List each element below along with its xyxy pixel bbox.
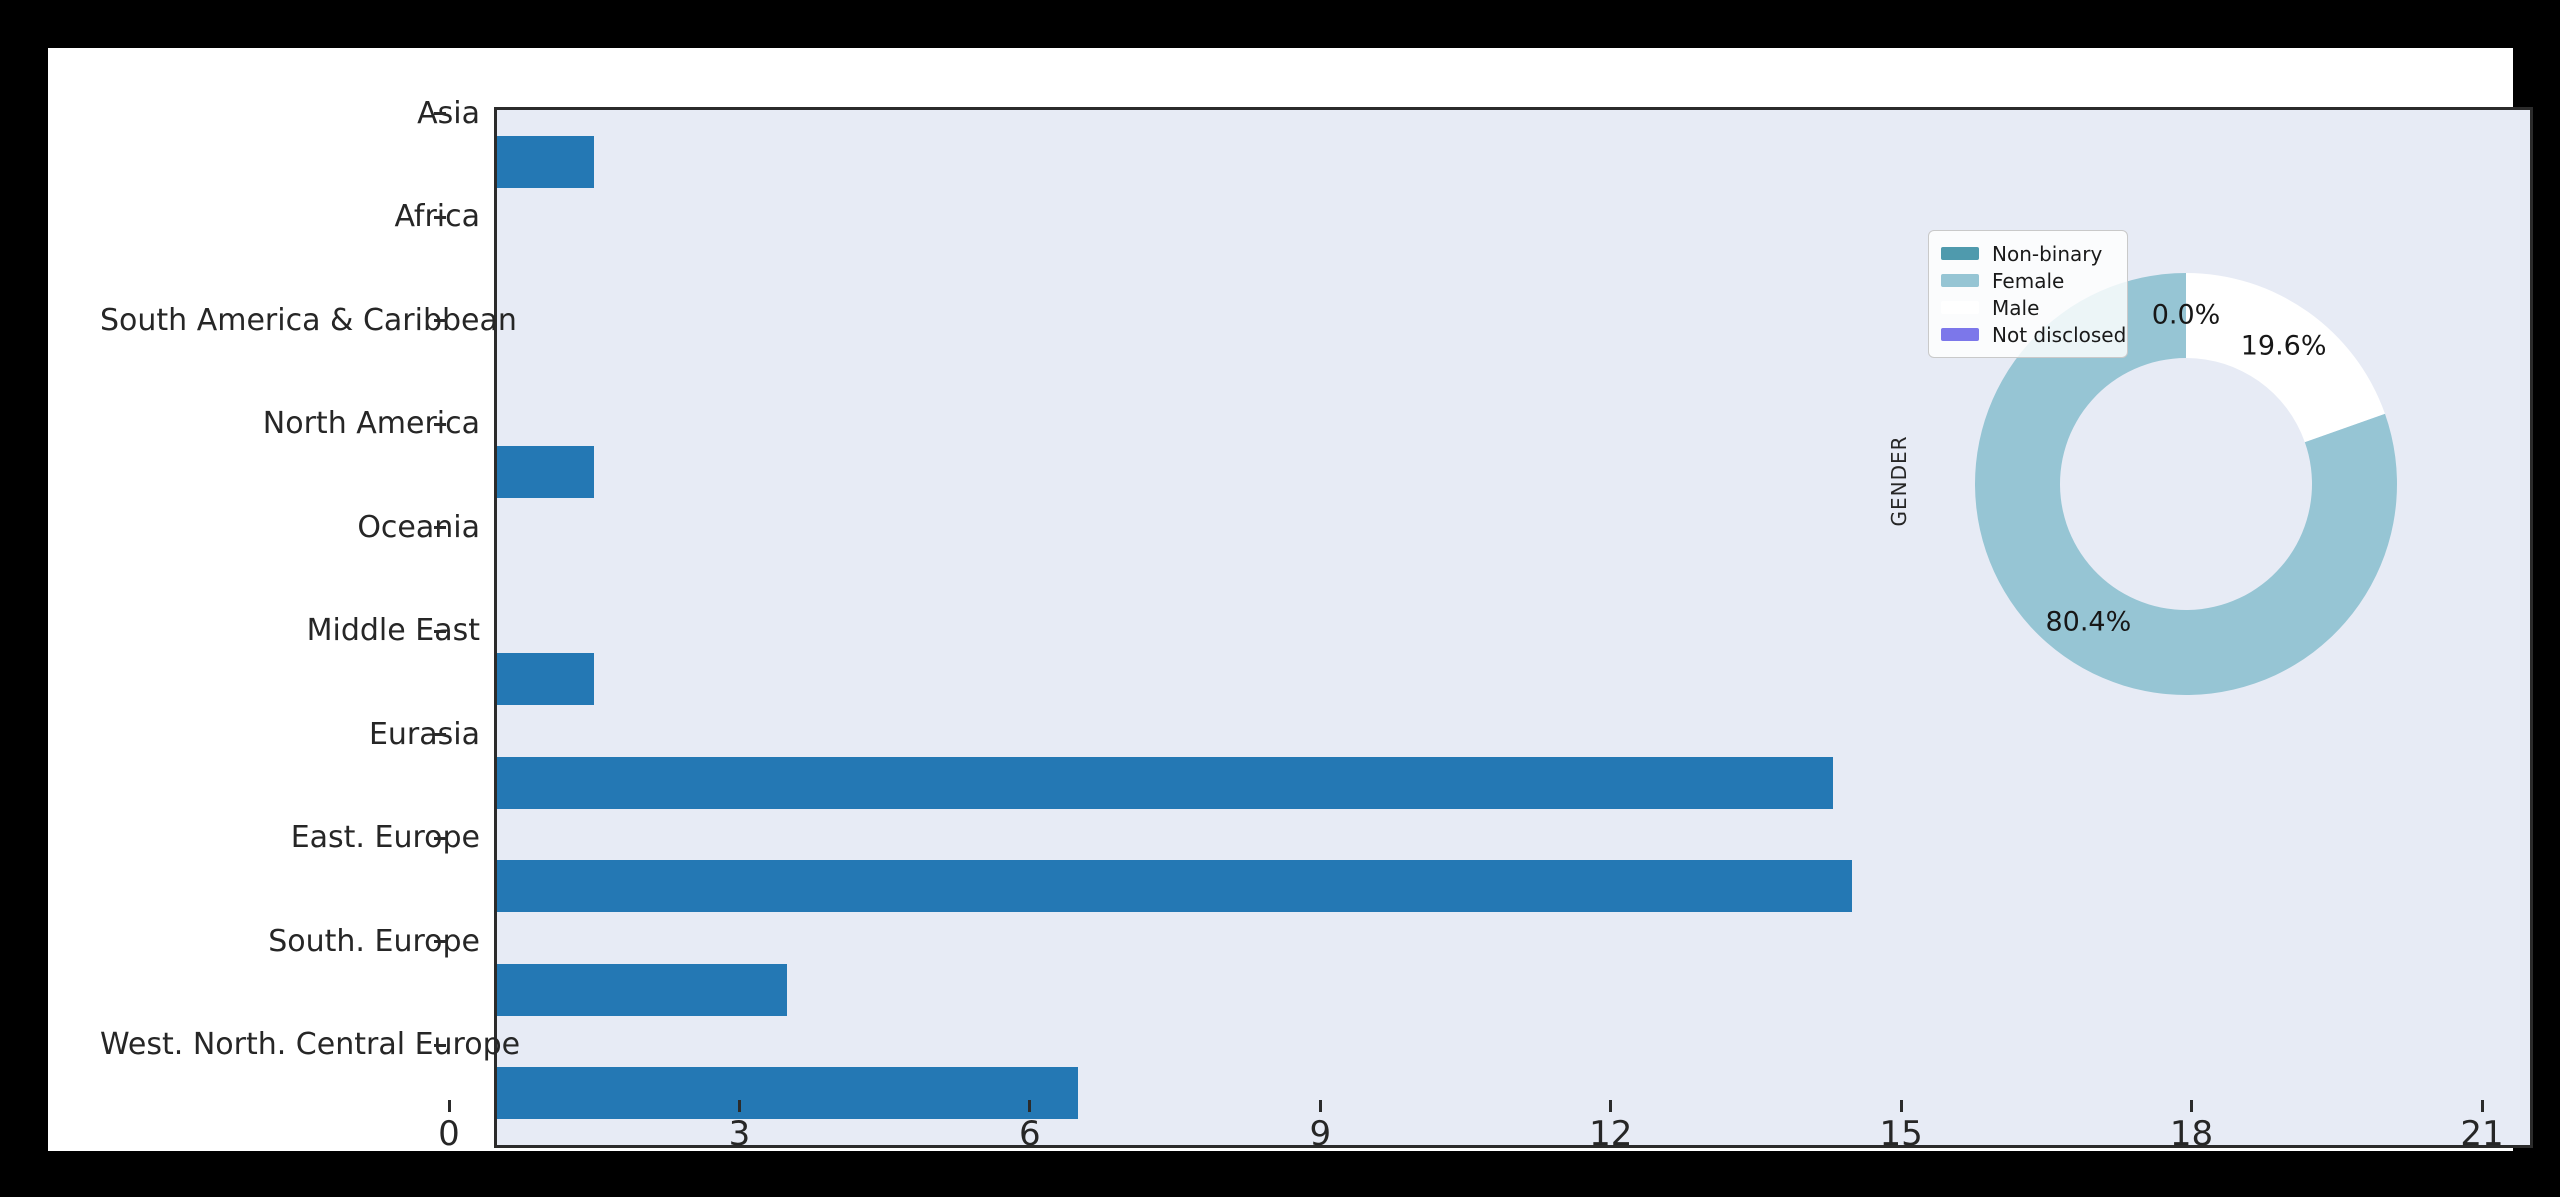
- donut-percentage-label: 80.4%: [2045, 606, 2131, 637]
- chart-figure: 0.0%80.4%19.6%0.0% GENDER Non-binaryFema…: [48, 48, 2533, 1154]
- legend-label: Non-binary: [1992, 241, 2103, 266]
- legend-row: Male: [1941, 294, 2115, 321]
- x-tick-mark: [2480, 1100, 2484, 1112]
- y-tick-mark: [434, 422, 446, 426]
- x-tick-label: 0: [438, 1114, 460, 1154]
- legend-label: Female: [1992, 268, 2065, 293]
- y-tick-label: Middle East: [306, 613, 480, 649]
- y-tick-mark: [434, 733, 446, 737]
- legend-swatch-female: [1941, 274, 1979, 287]
- x-tick-mark: [1609, 1100, 1613, 1112]
- x-tick-mark: [447, 1100, 451, 1112]
- y-tick-mark: [434, 526, 446, 530]
- x-tick-mark: [737, 1100, 741, 1112]
- y-tick-label: North America: [262, 406, 480, 442]
- y-tick-label: Oceania: [357, 509, 480, 545]
- y-tick-mark: [434, 940, 446, 944]
- y-tick-mark: [434, 215, 446, 219]
- legend-label: Not disclosed: [1992, 322, 2127, 347]
- x-tick-mark: [1028, 1100, 1032, 1112]
- bar-west-north-central-europe: [497, 1067, 1078, 1120]
- donut-percentage-label: 19.6%: [2241, 331, 2327, 362]
- bar-middle-east: [497, 653, 594, 706]
- y-tick-label: Africa: [394, 199, 480, 235]
- y-tick-label: South America & Caribbean: [100, 302, 517, 338]
- legend-row: Female: [1941, 267, 2115, 294]
- y-tick-label: Eurasia: [368, 716, 480, 752]
- y-tick-mark: [434, 319, 446, 323]
- x-tick-label: 15: [1879, 1114, 1923, 1154]
- legend-row: Not disclosed: [1941, 321, 2126, 348]
- y-tick-label: Asia: [417, 95, 480, 131]
- x-tick-label: 12: [1589, 1114, 1633, 1154]
- donut-percentage-label: 0.0%: [2152, 300, 2221, 331]
- gender-donut-chart: 0.0%80.4%19.6%0.0%: [1975, 273, 2397, 695]
- y-tick-label: East. Europe: [290, 820, 480, 856]
- y-tick-label: South. Europe: [268, 923, 480, 959]
- gender-legend: Non-binary Female Male Not disclosed: [1928, 230, 2128, 358]
- donut-slice-female: [1975, 273, 2397, 695]
- x-tick-mark: [1318, 1100, 1322, 1112]
- legend-swatch-male: [1941, 301, 1979, 314]
- legend-swatch-not-disclosed: [1941, 328, 1979, 341]
- bar-east-europe: [497, 860, 1853, 913]
- y-tick-mark: [434, 112, 446, 116]
- x-tick-label: 18: [2169, 1114, 2214, 1154]
- y-tick-mark: [434, 836, 446, 840]
- y-tick-mark: [434, 1043, 446, 1047]
- bar-south-europe: [497, 963, 788, 1016]
- legend-row: Non-binary: [1941, 240, 2115, 267]
- y-tick-label: West. North. Central Europe: [100, 1027, 521, 1063]
- x-tick-mark: [1899, 1100, 1903, 1112]
- bar-eurasia: [497, 756, 1833, 809]
- legend-swatch-non-binary: [1941, 247, 1979, 260]
- donut-slice-male: [2186, 273, 2385, 443]
- bar-north-america: [497, 446, 594, 499]
- donut-axis-label: GENDER: [1887, 435, 1911, 527]
- x-tick-label: 6: [1019, 1114, 1041, 1154]
- y-tick-mark: [434, 629, 446, 633]
- x-tick-label: 21: [2460, 1114, 2504, 1154]
- bar-asia: [497, 135, 594, 188]
- x-tick-mark: [2190, 1100, 2194, 1112]
- x-tick-label: 3: [728, 1114, 751, 1154]
- legend-label: Male: [1992, 295, 2040, 320]
- x-tick-label: 9: [1309, 1114, 1332, 1154]
